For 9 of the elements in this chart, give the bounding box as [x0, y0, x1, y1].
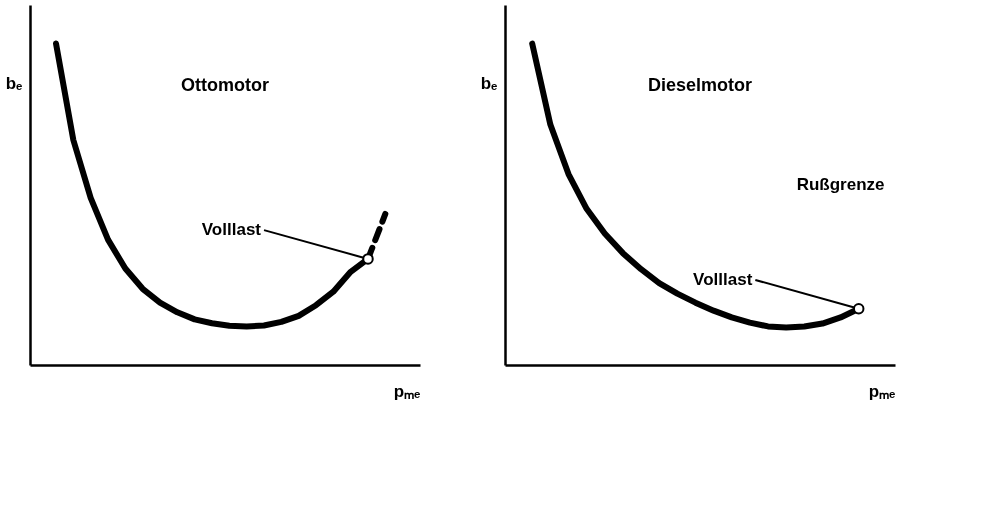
annotation: Rußgrenze — [796, 175, 885, 194]
annotation: Volllast — [693, 269, 753, 289]
y-axis-title: bₑ — [5, 73, 23, 93]
annotation: Volllast — [201, 220, 262, 240]
y-axis-title: bₑ — [480, 73, 498, 93]
text: Dieselmotor — [647, 75, 753, 95]
x-axis-title: pₘₑ — [868, 381, 896, 401]
text: Ottomotor — [181, 75, 269, 95]
x-axis-title: pₘₑ — [393, 381, 421, 401]
